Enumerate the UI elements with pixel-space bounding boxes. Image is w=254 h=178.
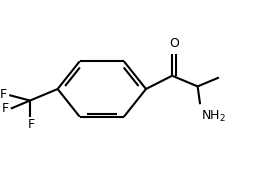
- Text: O: O: [169, 37, 179, 50]
- Text: F: F: [28, 118, 35, 131]
- Text: F: F: [0, 88, 7, 101]
- Text: NH$_2$: NH$_2$: [201, 109, 226, 124]
- Text: F: F: [1, 102, 8, 115]
